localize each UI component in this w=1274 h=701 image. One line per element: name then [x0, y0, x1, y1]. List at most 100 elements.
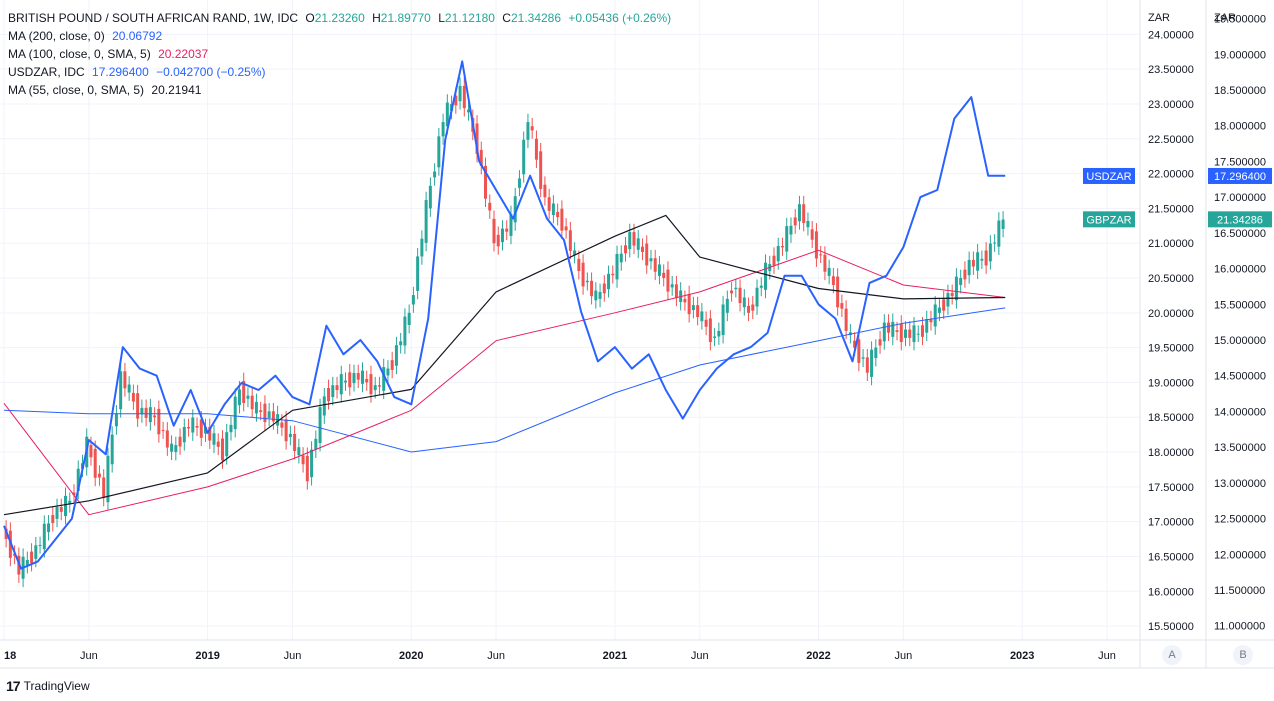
candle-body — [513, 196, 517, 223]
candle-body — [564, 226, 568, 231]
candle-body — [4, 528, 8, 540]
right-scale-tick: 11.000000 — [1214, 621, 1265, 633]
left-scale-tick: 23.00000 — [1148, 99, 1194, 111]
candle-body — [551, 203, 555, 216]
candle-body — [195, 425, 199, 428]
candle-body — [916, 333, 920, 335]
x-tick-label: 2020 — [399, 650, 423, 662]
candle-body — [310, 449, 314, 478]
candle-body — [611, 273, 615, 276]
legend-ma100[interactable]: MA (100, close, 0, SMA, 5) 20.22037 — [8, 45, 671, 63]
right-scale-tick: 17.000000 — [1214, 192, 1266, 204]
price-label-value-bg — [1208, 167, 1272, 184]
right-scale-tick: 17.500000 — [1214, 156, 1266, 168]
right-scale-tick: 18.000000 — [1214, 121, 1266, 133]
candle-body — [479, 149, 483, 166]
candle-body — [416, 256, 420, 291]
candle-body — [594, 290, 598, 301]
candle-body — [793, 217, 797, 226]
legend-open-value: 21.23260 — [314, 11, 365, 25]
right-scale-tick: 19.500000 — [1214, 14, 1266, 26]
candle-body — [980, 258, 984, 261]
left-scale-tick: 18.50000 — [1148, 412, 1194, 424]
price-label-name: USDZAR — [1086, 171, 1131, 183]
legend-ma200[interactable]: MA (200, close, 0) 20.06792 — [8, 27, 671, 45]
candle-body — [878, 339, 882, 346]
candle-body — [246, 395, 250, 399]
candle-body — [55, 507, 59, 519]
candle-body — [891, 321, 895, 337]
x-tick-label: 18 — [4, 650, 16, 662]
candle-body — [747, 305, 751, 313]
candle-body — [819, 254, 823, 256]
candle-body — [488, 202, 492, 211]
scale-a-button[interactable]: A — [1162, 645, 1182, 665]
candle-body — [467, 109, 471, 113]
candle-body — [97, 473, 101, 478]
left-scale-tick: 22.50000 — [1148, 134, 1194, 146]
left-scale-tick: 24.00000 — [1148, 29, 1194, 41]
candle-body — [102, 477, 106, 498]
candle-body — [704, 319, 708, 327]
right-scale-tick: 12.000000 — [1214, 549, 1266, 561]
candle-body — [106, 455, 110, 503]
candle-body — [522, 139, 526, 175]
left-scale-tick: 21.50000 — [1148, 203, 1194, 215]
candle-body — [250, 395, 254, 410]
left-scale-tick: 19.00000 — [1148, 377, 1194, 389]
candle-body — [114, 413, 118, 427]
candle-body — [297, 447, 301, 456]
candle-body — [352, 373, 356, 384]
candle-body — [908, 329, 912, 338]
candle-body — [475, 123, 479, 155]
candle-body — [904, 329, 908, 338]
right-scale-tick: 13.500000 — [1214, 442, 1266, 454]
left-scale-tick: 17.50000 — [1148, 482, 1194, 494]
candle-body — [229, 424, 233, 433]
legend-open-label: O — [305, 11, 315, 25]
legend-close-label: C — [502, 11, 511, 25]
ma55-line — [3, 214, 1006, 516]
candle-body — [959, 278, 963, 285]
candle-body — [437, 136, 441, 168]
candle-body — [178, 436, 182, 447]
candle-body — [394, 345, 398, 366]
candle-body — [997, 220, 1001, 247]
legend-ma55[interactable]: MA (55, close, 0, SMA, 5) 20.21941 — [8, 81, 671, 99]
right-scale-tick: 15.500000 — [1214, 299, 1266, 311]
candle-body — [806, 220, 810, 228]
legend-ma55-label: MA (55, close, 0, SMA, 5) — [8, 83, 145, 97]
x-tick-label: Jun — [691, 650, 709, 662]
left-scale-tick: 16.00000 — [1148, 586, 1194, 598]
candle-body — [687, 294, 691, 315]
candle-body — [942, 299, 946, 311]
candle-body — [899, 323, 903, 343]
candle-body — [140, 407, 144, 415]
candle-body — [433, 171, 437, 178]
candle-body — [657, 264, 661, 276]
candle-body — [517, 178, 521, 188]
legend-symbol: BRITISH POUND / SOUTH AFRICAN RAND, 1W, … — [8, 11, 299, 25]
candle-body — [556, 211, 560, 218]
scale-b-button[interactable]: B — [1233, 645, 1253, 665]
candle-body — [861, 357, 865, 359]
legend-main[interactable]: BRITISH POUND / SOUTH AFRICAN RAND, 1W, … — [8, 9, 671, 27]
candle-body — [420, 238, 424, 257]
candle-body — [882, 322, 886, 342]
candle-body — [585, 280, 589, 283]
legend-usdzar[interactable]: USDZAR, IDC 17.296400 −0.042700 (−0.25%) — [8, 63, 671, 81]
tradingview-logo[interactable]: 17 TradingView — [6, 678, 90, 694]
candle-body — [870, 349, 874, 377]
candle-body — [691, 305, 695, 311]
candle-body — [946, 292, 950, 307]
candle-body — [191, 417, 195, 433]
right-scale-tick: 19.000000 — [1214, 49, 1266, 61]
candle-body — [174, 445, 178, 453]
candle-body — [628, 232, 632, 250]
right-scale-tick: 18.500000 — [1214, 85, 1266, 97]
candle-body — [93, 448, 97, 478]
candle-body — [802, 204, 806, 224]
left-scale-tick: 15.50000 — [1148, 621, 1194, 633]
candle-body — [823, 254, 827, 272]
